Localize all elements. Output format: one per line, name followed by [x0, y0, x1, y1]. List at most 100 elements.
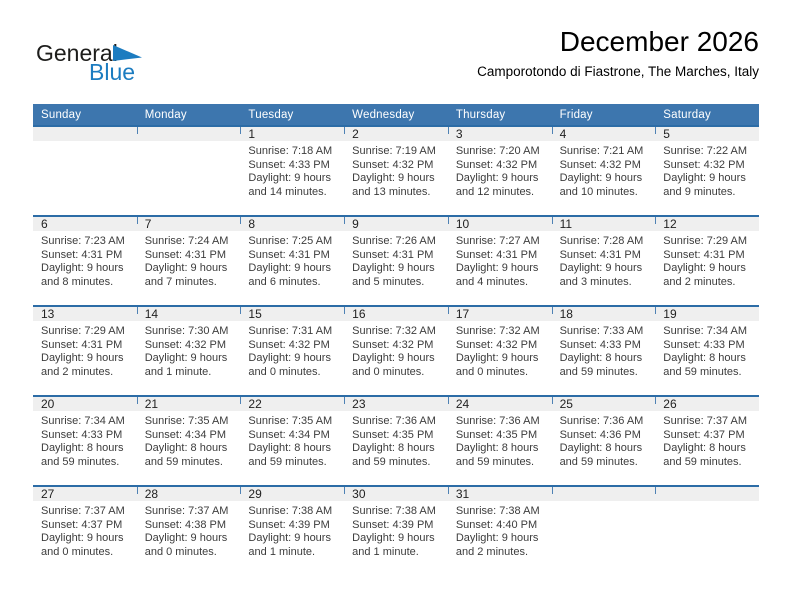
detail-line: Sunset: 4:33 PM [559, 338, 641, 351]
day-details: Sunrise: 7:29 AM Sunset: 4:31 PM Daylight:… [33, 321, 137, 379]
day-number: 6 [41, 217, 48, 231]
detail-line: Sunrise: 7:37 AM [144, 505, 229, 517]
day-number-band: 28 [136, 487, 241, 501]
day-number: 9 [352, 217, 359, 231]
day-cell: 27 Sunrise: 7:37 AM Sunset: 4:37 PM Dayligh… [33, 487, 137, 575]
day-cell: 13 Sunrise: 7:29 AM Sunset: 4:31 PM Dayligh… [33, 307, 137, 395]
day-number: 1 [248, 127, 256, 141]
day-number-band: 1 [240, 127, 345, 141]
detail-line: and 5 minutes. [352, 275, 425, 288]
detail-line: Sunrise: 7:25 AM [248, 235, 333, 247]
detail-line: Sunset: 4:31 PM [352, 248, 434, 261]
detail-line: and 59 minutes. [663, 455, 742, 468]
day-details: Sunrise: 7:35 AM Sunset: 4:34 PM Daylight:… [137, 411, 241, 469]
day-cell: 15 Sunrise: 7:31 AM Sunset: 4:32 PM Dayligh… [240, 307, 345, 395]
day-number: 23 [352, 397, 366, 411]
week-row: 27 Sunrise: 7:37 AM Sunset: 4:37 PM Dayligh… [33, 485, 759, 575]
detail-line: Sunrise: 7:38 AM [455, 505, 540, 517]
detail-line: Sunset: 4:39 PM [248, 518, 330, 531]
day-details: Sunrise: 7:18 AM Sunset: 4:33 PM Daylight:… [240, 141, 344, 199]
detail-line: Daylight: 8 hours [144, 442, 228, 454]
detail-line: Sunset: 4:31 PM [455, 248, 538, 261]
day-cell: 30 Sunrise: 7:38 AM Sunset: 4:39 PM Dayligh… [344, 487, 448, 575]
detail-line: and 0 minutes. [455, 365, 528, 378]
weekday-monday: Monday [144, 108, 187, 121]
detail-line: Daylight: 8 hours [663, 442, 746, 454]
day-cell: 26 Sunrise: 7:37 AM Sunset: 4:37 PM Dayligh… [655, 397, 759, 485]
day-number-band: 5 [655, 127, 759, 141]
day-cell: 7 Sunrise: 7:24 AM Sunset: 4:31 PM Daylight… [136, 217, 241, 305]
detail-line: Sunset: 4:32 PM [352, 338, 434, 351]
detail-line: and 10 minutes. [559, 185, 638, 198]
detail-line: Sunset: 4:32 PM [248, 338, 330, 351]
day-details: Sunrise: 7:37 AM Sunset: 4:37 PM Daylight:… [655, 411, 759, 469]
empty-day-cell [551, 487, 656, 575]
day-number: 18 [559, 307, 573, 321]
day-details: Sunrise: 7:37 AM Sunset: 4:38 PM Daylight:… [137, 501, 241, 559]
detail-line: Daylight: 9 hours [663, 262, 746, 274]
day-details [552, 501, 656, 505]
detail-line: and 59 minutes. [455, 455, 535, 468]
detail-line: Sunrise: 7:36 AM [559, 415, 644, 427]
day-number: 26 [663, 397, 677, 411]
detail-line: and 59 minutes. [41, 455, 120, 468]
day-number-band: 17 [447, 307, 552, 321]
day-number-band: 11 [551, 217, 656, 231]
day-cell: 17 Sunrise: 7:32 AM Sunset: 4:32 PM Dayligh… [447, 307, 552, 395]
detail-line: and 0 minutes. [41, 545, 114, 558]
logo-text-blue: Blue [89, 59, 136, 85]
detail-line: Sunrise: 7:36 AM [352, 415, 436, 427]
day-details: Sunrise: 7:27 AM Sunset: 4:31 PM Daylight:… [448, 231, 552, 289]
day-cell: 19 Sunrise: 7:34 AM Sunset: 4:33 PM Dayligh… [655, 307, 759, 395]
day-number: 7 [144, 217, 152, 231]
day-number-band: 10 [447, 217, 552, 231]
detail-line: Sunrise: 7:27 AM [455, 235, 540, 247]
detail-line: and 12 minutes. [455, 185, 535, 198]
detail-line: Daylight: 9 hours [455, 352, 539, 364]
location-subtitle: Camporotondo di Fiastrone, The Marches, … [477, 64, 759, 79]
weekday-friday: Friday [559, 108, 593, 121]
day-cell: 9 Sunrise: 7:26 AM Sunset: 4:31 PM Daylight… [344, 217, 448, 305]
day-details: Sunrise: 7:36 AM Sunset: 4:36 PM Daylight:… [552, 411, 656, 469]
day-number: 12 [663, 217, 677, 231]
detail-line: Sunset: 4:32 PM [663, 158, 745, 171]
day-cell: 16 Sunrise: 7:32 AM Sunset: 4:32 PM Dayligh… [344, 307, 448, 395]
week-row: 1 Sunrise: 7:18 AM Sunset: 4:33 PM Daylight… [33, 125, 759, 215]
day-number-band: 14 [136, 307, 241, 321]
detail-line: Daylight: 9 hours [248, 532, 331, 544]
day-number-band: 15 [240, 307, 345, 321]
day-details: Sunrise: 7:37 AM Sunset: 4:37 PM Daylight:… [33, 501, 137, 559]
day-details: Sunrise: 7:38 AM Sunset: 4:39 PM Daylight:… [240, 501, 344, 559]
day-cell: 10 Sunrise: 7:27 AM Sunset: 4:31 PM Dayligh… [447, 217, 552, 305]
weekday-wednesday: Wednesday [352, 108, 415, 121]
day-cell: 23 Sunrise: 7:36 AM Sunset: 4:35 PM Dayligh… [344, 397, 448, 485]
detail-line: and 2 minutes. [663, 275, 736, 288]
empty-day-cell [655, 487, 759, 575]
day-cell: 12 Sunrise: 7:29 AM Sunset: 4:31 PM Dayligh… [655, 217, 759, 305]
detail-line: Daylight: 9 hours [248, 172, 331, 184]
day-number-band [136, 127, 241, 141]
day-cell: 1 Sunrise: 7:18 AM Sunset: 4:33 PM Daylight… [240, 127, 345, 215]
week-row: 20 Sunrise: 7:34 AM Sunset: 4:33 PM Dayligh… [33, 395, 759, 485]
detail-line: Sunrise: 7:38 AM [352, 505, 436, 517]
day-number-band: 29 [240, 487, 345, 501]
day-cell: 2 Sunrise: 7:19 AM Sunset: 4:32 PM Daylight… [344, 127, 448, 215]
detail-line: and 1 minute. [144, 365, 212, 378]
day-number: 30 [352, 487, 366, 501]
detail-line: Daylight: 9 hours [352, 172, 435, 184]
weekday-saturday: Saturday [663, 108, 711, 121]
day-number: 28 [144, 487, 159, 501]
day-details: Sunrise: 7:26 AM Sunset: 4:31 PM Daylight:… [344, 231, 448, 289]
day-cell: 8 Sunrise: 7:25 AM Sunset: 4:31 PM Daylight… [240, 217, 345, 305]
detail-line: Sunrise: 7:36 AM [455, 415, 540, 427]
detail-line: Daylight: 9 hours [352, 262, 435, 274]
day-cell: 24 Sunrise: 7:36 AM Sunset: 4:35 PM Dayligh… [447, 397, 552, 485]
day-cell: 31 Sunrise: 7:38 AM Sunset: 4:40 PM Dayligh… [447, 487, 552, 575]
general-blue-logo: General Blue [36, 40, 186, 92]
day-details: Sunrise: 7:24 AM Sunset: 4:31 PM Daylight:… [137, 231, 241, 289]
detail-line: Sunrise: 7:22 AM [663, 145, 748, 157]
day-number-band [551, 487, 656, 501]
detail-line: Sunrise: 7:23 AM [41, 235, 125, 247]
day-details: Sunrise: 7:32 AM Sunset: 4:32 PM Daylight:… [448, 321, 552, 379]
day-cell: 18 Sunrise: 7:33 AM Sunset: 4:33 PM Dayligh… [551, 307, 656, 395]
